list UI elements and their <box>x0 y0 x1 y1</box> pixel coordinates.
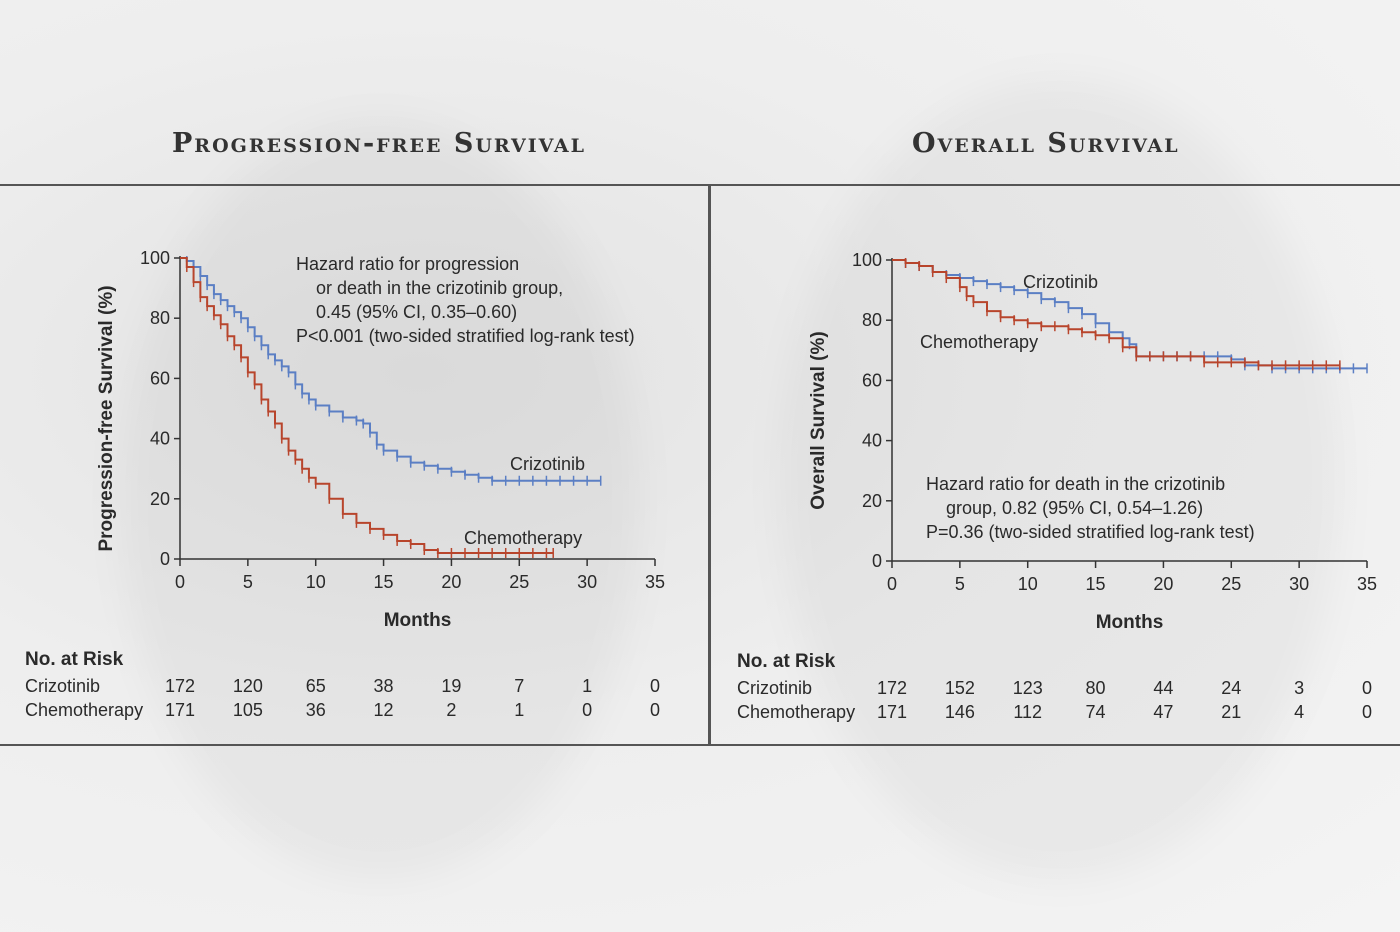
p2-x-tick-label: 20 <box>1153 574 1173 594</box>
p1-y-tick-label: 100 <box>140 248 170 268</box>
p2-y-tick-label: 60 <box>862 370 882 390</box>
p1-x-tick-label: 30 <box>577 572 597 592</box>
p2-at-risk-value: 4 <box>1294 702 1304 722</box>
p2-y-tick-label: 0 <box>872 551 882 571</box>
p2-x-tick-label: 30 <box>1289 574 1309 594</box>
p2-y-tick-label: 40 <box>862 431 882 451</box>
p1-at-risk-value: 2 <box>446 700 456 720</box>
p1-x-tick-label: 20 <box>441 572 461 592</box>
left-panel-title: Progression-free Survival <box>172 128 586 159</box>
p1-y-tick-label: 40 <box>150 429 170 449</box>
p1-at-risk-row-label: Chemotherapy <box>25 700 143 720</box>
p1-hazard-annotation-line: or death in the crizotinib group, <box>316 278 563 298</box>
p1-series-label-chemotherapy: Chemotherapy <box>464 528 582 548</box>
p2-at-risk-value: 0 <box>1362 702 1372 722</box>
frame-top-line <box>0 184 1400 186</box>
p2-at-risk-value: 3 <box>1294 678 1304 698</box>
p1-at-risk-value: 0 <box>650 676 660 696</box>
p2-at-risk-value: 80 <box>1086 678 1106 698</box>
p2-y-tick-label: 20 <box>862 491 882 511</box>
p2-x-tick-label: 0 <box>887 574 897 594</box>
p2-at-risk-value: 152 <box>945 678 975 698</box>
p1-at-risk-value: 0 <box>582 700 592 720</box>
p2-at-risk-value: 44 <box>1153 678 1173 698</box>
p1-at-risk-value: 105 <box>233 700 263 720</box>
p2-x-tick-label: 5 <box>955 574 965 594</box>
p2-at-risk-value: 112 <box>1013 702 1042 722</box>
p1-x-tick-label: 0 <box>175 572 185 592</box>
p1-x-tick-label: 5 <box>243 572 253 592</box>
p2-at-risk-value: 24 <box>1221 678 1241 698</box>
p2-at-risk-row-label: Chemotherapy <box>737 702 855 722</box>
p1-at-risk-value: 120 <box>233 676 263 696</box>
p1-y-tick-label: 20 <box>150 489 170 509</box>
p2-series-label-chemotherapy: Chemotherapy <box>920 332 1038 352</box>
p1-at-risk-value: 171 <box>165 700 195 720</box>
p1-at-risk-value: 0 <box>650 700 660 720</box>
p2-hazard-annotation-line: group, 0.82 (95% CI, 0.54–1.26) <box>946 498 1203 518</box>
p1-y-tick-label: 80 <box>150 308 170 328</box>
p2-at-risk-row-label: Crizotinib <box>737 678 812 698</box>
p1-at-risk-row-label: Crizotinib <box>25 676 100 696</box>
p2-at-risk-value: 171 <box>877 702 907 722</box>
p1-hazard-annotation-line: Hazard ratio for progression <box>296 254 519 274</box>
p2-y-tick-label: 80 <box>862 310 882 330</box>
p2-x-axis-label: Months <box>1096 612 1164 633</box>
right-panel-title: Overall Survival <box>912 128 1180 159</box>
p2-series-line-crizotinib <box>892 259 1367 370</box>
p2-at-risk-value: 172 <box>877 678 907 698</box>
p2-y-axis-label: Overall Survival (%) <box>808 331 829 509</box>
p2-y-tick-label: 100 <box>852 250 882 270</box>
p2-x-tick-label: 10 <box>1018 574 1038 594</box>
p2-at-risk-value: 0 <box>1362 678 1372 698</box>
p1-x-tick-label: 25 <box>509 572 529 592</box>
p1-hazard-annotation-line: 0.45 (95% CI, 0.35–0.60) <box>316 302 517 322</box>
frame-bottom-line <box>0 744 1400 746</box>
p2-at-risk-value: 47 <box>1153 702 1173 722</box>
p2-x-tick-label: 15 <box>1086 574 1106 594</box>
p1-y-tick-label: 60 <box>150 368 170 388</box>
p1-at-risk-value: 7 <box>514 676 524 696</box>
p1-x-tick-label: 10 <box>306 572 326 592</box>
p1-at-risk-value: 36 <box>306 700 326 720</box>
p1-y-axis-label: Progression-free Survival (%) <box>96 285 117 551</box>
p1-at-risk-value: 65 <box>306 676 326 696</box>
p1-at-risk-value: 38 <box>374 676 394 696</box>
p2-series-label-crizotinib: Crizotinib <box>1023 272 1098 292</box>
p1-series-label-crizotinib: Crizotinib <box>510 454 585 474</box>
p1-x-tick-label: 35 <box>645 572 665 592</box>
p2-at-risk-value: 123 <box>1013 678 1043 698</box>
p2-hazard-annotation-line: P=0.36 (two-sided stratified log-rank te… <box>926 522 1255 542</box>
p2-at-risk-value: 74 <box>1086 702 1106 722</box>
p1-at-risk-value: 19 <box>441 676 461 696</box>
p2-x-tick-label: 25 <box>1221 574 1241 594</box>
p1-x-axis-label: Months <box>384 610 452 631</box>
frame-divider <box>708 184 711 746</box>
p2-at-risk-value: 146 <box>945 702 975 722</box>
p2-hazard-annotation-line: Hazard ratio for death in the crizotinib <box>926 474 1225 494</box>
p1-at-risk-value: 1 <box>582 676 592 696</box>
p2-at-risk-value: 21 <box>1221 702 1241 722</box>
p1-at-risk-header: No. at Risk <box>25 649 124 670</box>
p1-hazard-annotation-line: P<0.001 (two-sided stratified log-rank t… <box>296 326 635 346</box>
p1-at-risk-value: 12 <box>374 700 394 720</box>
p2-at-risk-header: No. at Risk <box>737 651 836 672</box>
p1-at-risk-value: 1 <box>514 700 524 720</box>
p1-at-risk-value: 172 <box>165 676 195 696</box>
p1-x-tick-label: 15 <box>374 572 394 592</box>
p2-x-tick-label: 35 <box>1357 574 1377 594</box>
p1-y-tick-label: 0 <box>160 549 170 569</box>
